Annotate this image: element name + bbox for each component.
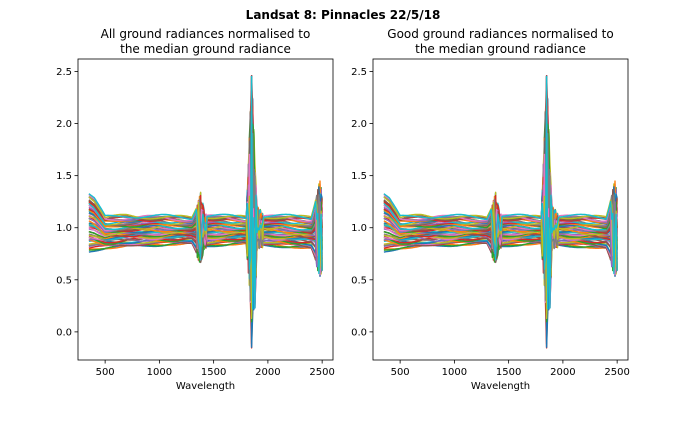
series-line (383, 115, 618, 309)
y-tick-label: 1.0 (351, 223, 367, 234)
series-lines (88, 74, 323, 349)
y-tick-label: 2.0 (56, 119, 72, 130)
y-tick-label: 1.0 (56, 223, 72, 234)
series-line (383, 163, 618, 345)
series-line (88, 114, 323, 287)
x-tick-label: 500 (391, 367, 410, 378)
series-line (383, 130, 618, 290)
x-tick-label: 2500 (604, 367, 629, 378)
series-line (88, 112, 323, 310)
series-line (383, 134, 618, 278)
series-line (88, 115, 323, 309)
series-line (383, 113, 618, 296)
series-line (88, 136, 323, 279)
subplot-title-line: the median ground radiance (415, 42, 586, 56)
x-tick-label: 1000 (442, 367, 467, 378)
series-line (88, 124, 323, 286)
series-line (383, 186, 618, 314)
series-line (88, 123, 323, 301)
series-line (383, 136, 618, 279)
series-line (88, 94, 323, 313)
series-line (383, 75, 618, 314)
series-line (383, 104, 618, 313)
series-line (383, 114, 618, 287)
y-tick-label: 1.5 (56, 171, 72, 182)
series-line (383, 74, 618, 311)
subplot-title-line: the median ground radiance (120, 42, 291, 56)
axes-frame (372, 58, 629, 361)
series-line (88, 134, 323, 278)
series-line (88, 93, 323, 279)
x-tick-label: 2000 (255, 367, 280, 378)
x-tick-label: 500 (96, 367, 115, 378)
x-axis-label: Wavelength (176, 381, 235, 392)
subplot-title-line: All ground radiances normalised to (101, 27, 311, 41)
series-line (383, 75, 618, 310)
y-tick-label: 2.5 (351, 67, 367, 78)
series-line (88, 113, 323, 296)
x-tick-label: 1500 (201, 367, 226, 378)
y-tick-label: 0.5 (56, 275, 72, 286)
series-line (88, 110, 323, 310)
y-tick-label: 0.0 (56, 327, 72, 338)
series-line (383, 110, 618, 310)
series-line (88, 92, 323, 314)
series-line (88, 104, 323, 313)
subplot-title-line: Good ground radiances normalised to (387, 27, 613, 41)
x-tick-label: 2500 (309, 367, 334, 378)
x-axis-label: Wavelength (471, 381, 530, 392)
series-line (88, 111, 323, 287)
figure-title: Landsat 8: Pinnacles 22/5/18 (246, 8, 441, 22)
x-tick-label: 2000 (550, 367, 575, 378)
series-line (383, 111, 618, 287)
series-line (383, 162, 618, 349)
series-line (88, 130, 323, 290)
series-line (88, 118, 323, 297)
series-line (88, 74, 323, 311)
series-line (88, 75, 323, 314)
y-tick-label: 2.5 (56, 67, 72, 78)
y-tick-label: 1.5 (351, 171, 367, 182)
series-line (383, 94, 618, 313)
y-tick-label: 0.0 (351, 327, 367, 338)
series-line (88, 162, 323, 349)
series-line (383, 118, 618, 297)
y-tick-label: 2.0 (351, 119, 367, 130)
series-line (383, 92, 618, 314)
series-line (383, 112, 618, 310)
series-line (88, 163, 323, 345)
series-line (383, 123, 618, 301)
series-line (88, 75, 323, 310)
series-line (383, 124, 618, 286)
axes-frame (77, 58, 334, 361)
x-tick-label: 1500 (496, 367, 521, 378)
series-line (88, 92, 323, 305)
series-line (88, 186, 323, 314)
series-line (383, 92, 618, 305)
x-tick-label: 1000 (147, 367, 172, 378)
series-line (383, 93, 618, 279)
y-tick-label: 0.5 (351, 275, 367, 286)
series-lines (383, 74, 618, 349)
